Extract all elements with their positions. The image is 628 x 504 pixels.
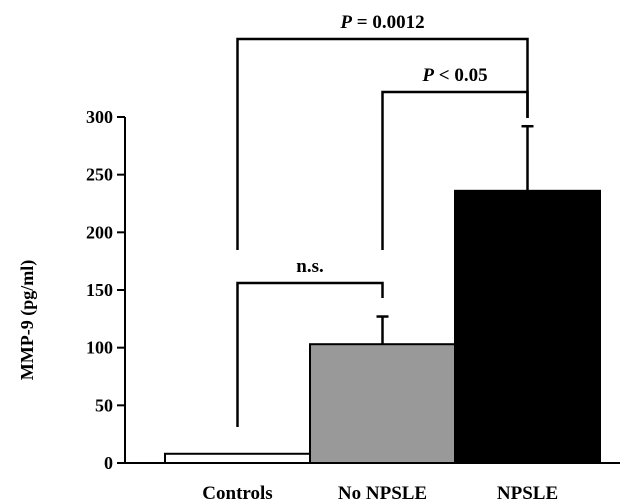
y-tick-label: 50 xyxy=(95,395,113,415)
y-tick-label: 100 xyxy=(86,338,113,358)
y-tick-label: 0 xyxy=(104,453,113,473)
bar-no-npsle xyxy=(309,343,456,464)
y-tick-label: 250 xyxy=(86,165,113,185)
significance-label: n.s. xyxy=(296,256,323,277)
significance-bracket xyxy=(236,281,384,427)
bar-controls xyxy=(164,452,311,465)
y-axis-label: MMP-9 (pg/ml) xyxy=(17,260,38,380)
x-category-label: No NPSLE xyxy=(338,483,427,504)
y-tick-label: 200 xyxy=(86,222,113,242)
bars xyxy=(164,189,601,465)
error-bars xyxy=(376,124,534,345)
bar-npsle xyxy=(454,189,601,465)
significance-annotations: n.s. P < 0.05 P = 0.0012 xyxy=(236,12,529,427)
significance-label: P < 0.05 xyxy=(421,65,487,86)
significance-bracket xyxy=(236,37,529,250)
y-tick-label: 150 xyxy=(86,280,113,300)
significance-label: P = 0.0012 xyxy=(339,12,424,33)
x-category-label: Controls xyxy=(202,483,272,504)
labels: 0 50 100 150 200 250 300 MMP-9 (pg/ml) Controls N… xyxy=(17,107,558,504)
y-tick-label: 300 xyxy=(86,107,113,127)
x-category-label: NPSLE xyxy=(497,483,558,504)
